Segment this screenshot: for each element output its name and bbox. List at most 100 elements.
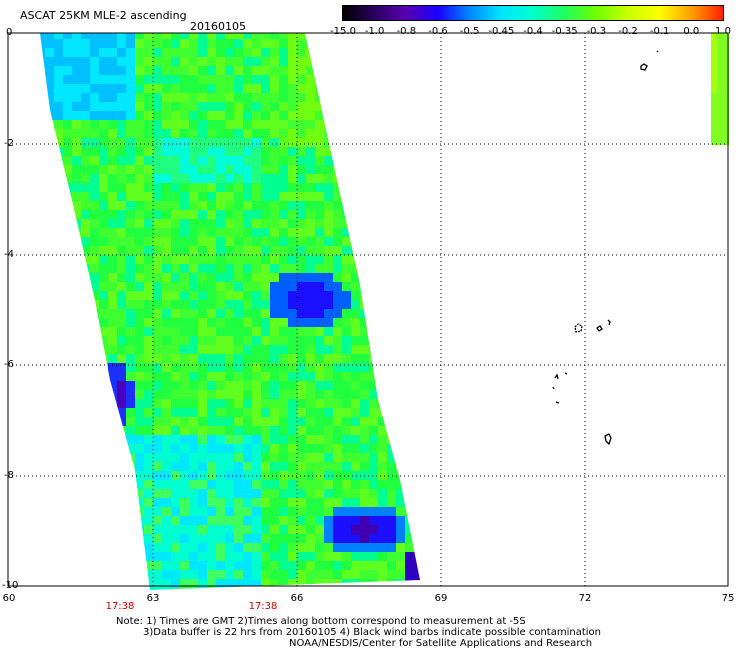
swath-cell [414,588,420,590]
swath-cell [189,147,199,157]
swath-cell [243,489,253,499]
swath-cell [423,525,433,535]
swath-cell [423,111,433,121]
swath-cell [108,192,118,202]
swath-cell [99,525,109,535]
swath-cell [126,174,136,184]
swath-cell [144,273,154,283]
swath-cell [162,75,172,85]
swath-cell [117,570,127,580]
swath-cell [414,228,420,238]
swath-cell [270,48,280,58]
swath-cell [45,282,55,292]
swath-cell [378,75,388,85]
swath-cell [423,354,433,364]
swath-cell [279,579,289,589]
swath-cell [414,147,420,157]
swath-cell [234,309,244,319]
swath-cell [216,444,226,454]
swath-cell [198,93,208,103]
swath-cell [387,192,397,202]
swath-cell [207,201,217,211]
swath-cell [324,309,334,319]
swath-cell [279,66,289,76]
swath-cell [423,102,433,112]
lon-label-63: 63 [146,593,160,604]
swath-cell [225,264,235,274]
swath-cell [369,255,379,265]
swath-cell [297,336,307,346]
swath-cell [342,471,352,481]
swath-cell [306,84,316,94]
swath-cell [45,156,55,166]
swath-cell [234,489,244,499]
swath-cell [315,561,325,571]
swath-cell [414,138,420,148]
swath-cell [342,579,352,589]
swath-cell [315,39,325,49]
swath-cell [351,264,361,274]
swath-cell [81,498,91,508]
swath-cell [207,381,217,391]
color-scale-label: -0.3 [586,26,607,37]
swath-cell [324,192,334,202]
swath-cell [108,39,118,49]
swath-cell [40,570,46,580]
swath-cell [423,93,433,103]
swath-cell [99,444,109,454]
swath-cell [189,75,199,85]
swath-cell [171,534,181,544]
swath-cell [423,156,433,166]
swath-cell [189,417,199,427]
swath-cell [315,138,325,148]
swath-cell [63,345,73,355]
swath-cell [171,183,181,193]
swath-cell [162,120,172,130]
swath-cell [90,444,100,454]
swath-cell [387,390,397,400]
swath-cell [423,201,433,211]
swath-cell [54,408,64,418]
swath-cell [207,75,217,85]
swath-cell [63,183,73,193]
swath-cell [252,327,262,337]
swath-cell [261,57,271,67]
swath-cell [243,120,253,130]
swath-cell [135,192,145,202]
swath-cell [324,66,334,76]
swath-cell [270,390,280,400]
swath-cell [279,282,289,292]
swath-cell [234,237,244,247]
swath-cell [261,480,271,490]
swath-cell [63,534,73,544]
swath-cell [297,552,307,562]
swath-cell [40,291,46,301]
swath-cell [423,273,433,283]
swath-cell [324,129,334,139]
swath-cell [243,408,253,418]
swath-cell [279,561,289,571]
swath-cell [54,183,64,193]
swath-cell [99,48,109,58]
swath-cell [270,336,280,346]
swath-cell [288,39,298,49]
swath-cell [378,480,388,490]
swath-cell [270,543,280,553]
swath-cell [162,480,172,490]
swath-cell [81,138,91,148]
swath-cell [288,390,298,400]
swath-cell [324,327,334,337]
swath-cell [225,471,235,481]
swath-cell [315,33,325,40]
swath-cell [144,462,154,472]
swath-cell [387,102,397,112]
swath-cell [108,525,118,535]
swath-cell [45,309,55,319]
swath-cell [342,354,352,364]
swath-cell [378,102,388,112]
swath-cell [99,534,109,544]
swath-cell [243,291,253,301]
swath-cell [207,300,217,310]
swath-cell [378,507,388,517]
swath-cell [117,75,127,85]
